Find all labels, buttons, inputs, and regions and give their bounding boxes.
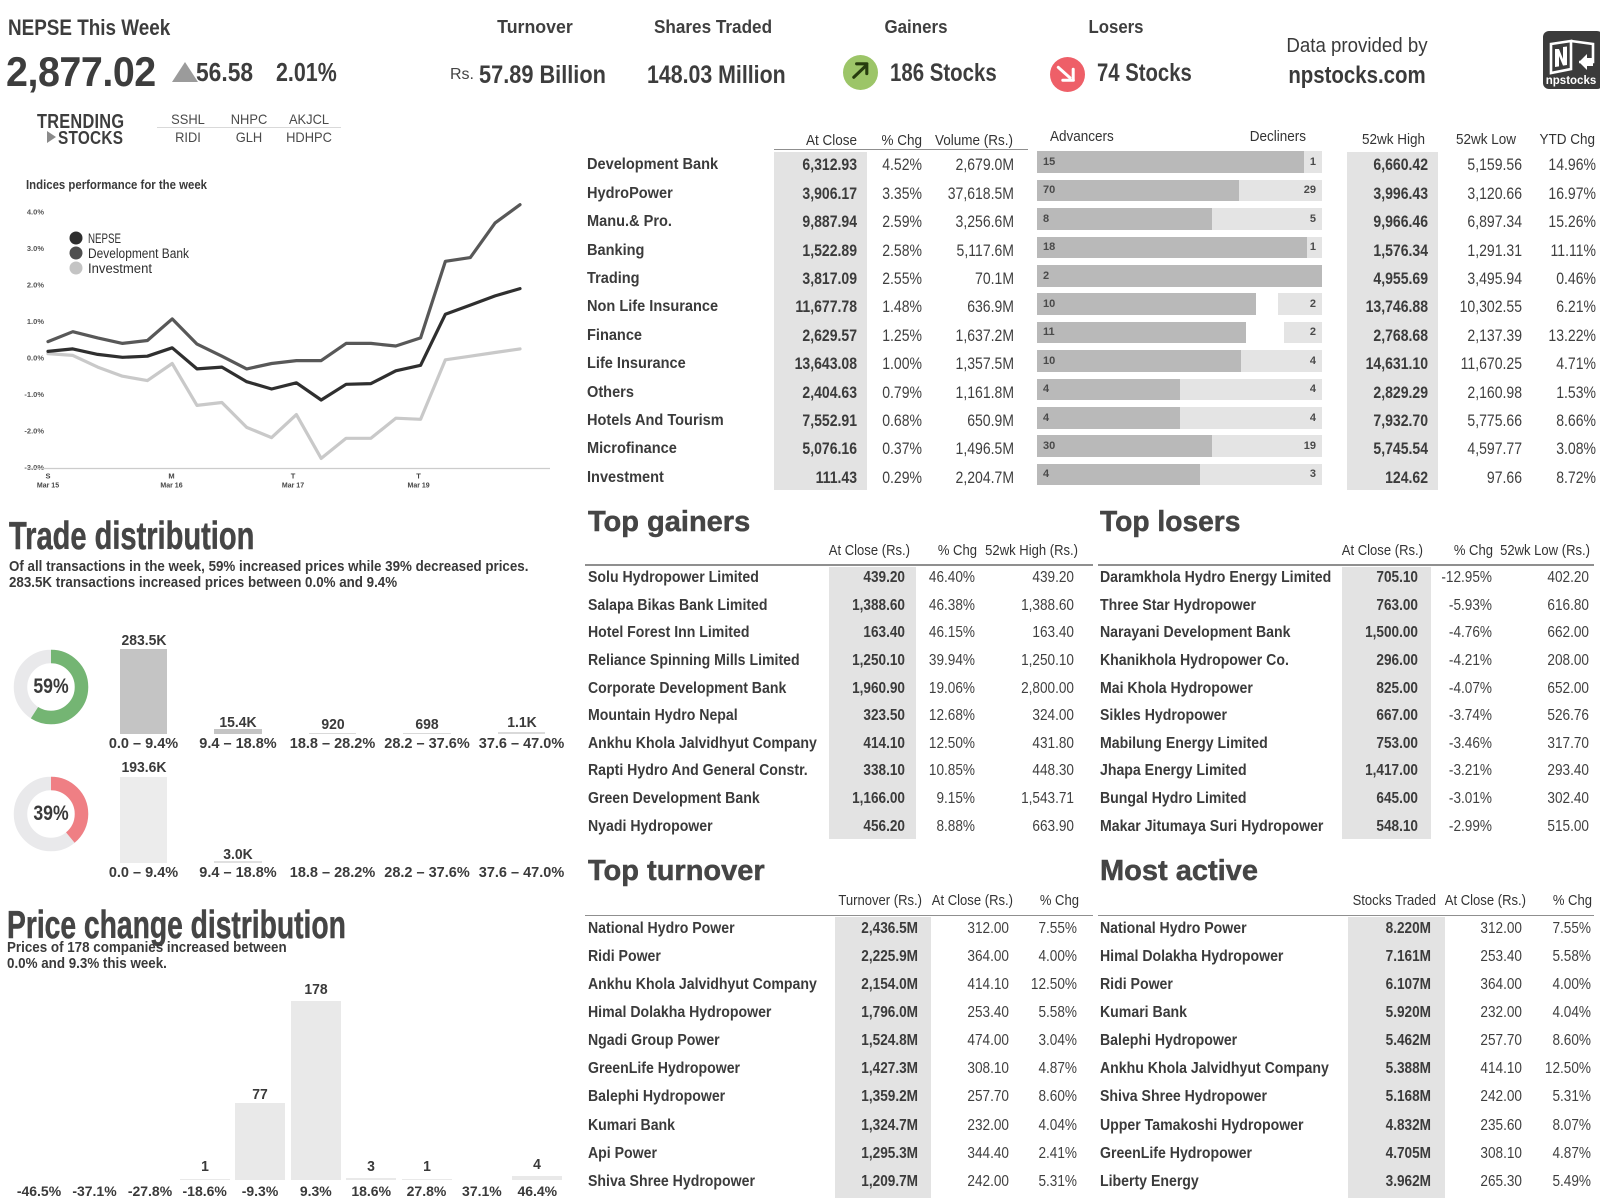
svg-text:Development Bank: Development Bank (88, 246, 189, 261)
svg-text:3.0%: 3.0% (27, 244, 44, 253)
svg-text:1.0%: 1.0% (27, 317, 44, 326)
svg-text:NEPSE: NEPSE (88, 231, 121, 246)
svg-text:Mar 17: Mar 17 (282, 483, 304, 490)
svg-text:2.0%: 2.0% (27, 281, 44, 290)
svg-text:T: T (416, 472, 421, 481)
svg-text:M: M (168, 472, 174, 481)
svg-text:T: T (291, 472, 296, 481)
svg-text:Mar 19: Mar 19 (408, 483, 430, 490)
svg-text:-3.0%: -3.0% (24, 463, 44, 472)
svg-text:Investment: Investment (88, 261, 152, 276)
svg-text:-1.0%: -1.0% (24, 390, 44, 399)
svg-text:S: S (45, 472, 50, 481)
svg-text:npstocks: npstocks (1546, 75, 1597, 87)
svg-text:Mar 16: Mar 16 (160, 483, 182, 490)
svg-text:Mar 15: Mar 15 (37, 483, 59, 490)
svg-text:4.0%: 4.0% (27, 208, 44, 217)
svg-text:-2.0%: -2.0% (24, 427, 44, 436)
svg-text:0.0%: 0.0% (27, 354, 44, 363)
